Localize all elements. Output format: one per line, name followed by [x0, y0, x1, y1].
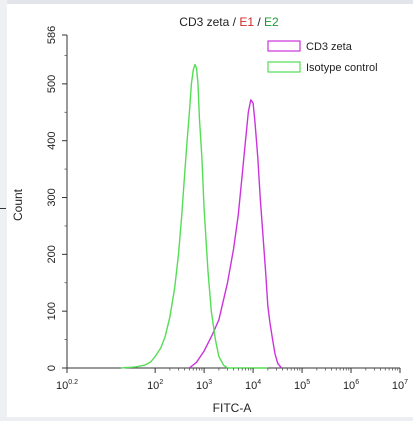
x-tick-exponent: 4: [257, 379, 261, 386]
x-tick-base: 10: [392, 380, 404, 392]
x-ticks: 100.2 102 103 104 105 106 107: [56, 368, 408, 392]
title-part: /: [229, 15, 239, 29]
y-axis-label: Count: [11, 188, 25, 221]
y-tick-label: 300: [46, 188, 58, 206]
x-tick-exponent: 3: [208, 379, 212, 386]
title-part: E1: [239, 15, 254, 29]
top-border: [0, 0, 413, 4]
legend-swatch: [267, 40, 301, 52]
y-ticks: 0 100 200 300 400 500 586: [46, 26, 67, 371]
x-tick-exponent: 6: [355, 379, 359, 386]
y-tick-label: 100: [46, 302, 58, 320]
x-tick-label: 103: [196, 379, 212, 392]
bottom-border: [0, 417, 413, 421]
x-tick-exponent: 7: [404, 379, 408, 386]
series-line-cd3-zeta: [188, 99, 283, 369]
x-tick-label: 104: [245, 379, 261, 392]
x-tick-base: 10: [343, 380, 355, 392]
x-tick-base: 10: [294, 380, 306, 392]
x-tick-label: 100.2: [56, 379, 78, 392]
x-tick-label: 106: [343, 379, 359, 392]
plot-area: [66, 35, 400, 369]
left-border: [0, 0, 7, 421]
x-tick-base: 10: [147, 380, 159, 392]
x-tick-exponent: 0.2: [68, 379, 78, 386]
x-tick-label: 107: [392, 379, 408, 392]
x-tick-label: 105: [294, 379, 310, 392]
legend-swatch: [267, 61, 301, 73]
series-layer: [120, 63, 283, 369]
title-part: CD3 zeta: [179, 15, 229, 29]
y-tick-label: 200: [46, 245, 58, 263]
series-line-isotype-control: [120, 63, 268, 369]
x-tick-label: 102: [147, 379, 163, 392]
x-tick-exponent: 5: [306, 379, 310, 386]
x-tick-base: 10: [56, 380, 68, 392]
y-tick-label: 586: [46, 26, 58, 44]
x-tick-base: 10: [196, 380, 208, 392]
chart-title: CD3 zeta / E1 / E2: [179, 15, 279, 29]
legend: CD3 zeta Isotype control: [267, 40, 378, 74]
y-tick-label: 500: [46, 75, 58, 93]
legend-label: Isotype control: [306, 62, 378, 74]
x-tick-exponent: 2: [159, 379, 163, 386]
edge-tick-mark: [0, 208, 6, 209]
legend-label: CD3 zeta: [306, 41, 353, 53]
title-part: /: [254, 15, 264, 29]
x-axis-label: FITC-A: [213, 401, 252, 415]
y-tick-label: 400: [46, 132, 58, 150]
y-tick-label: 0: [46, 365, 58, 371]
title-part: E2: [264, 15, 279, 29]
x-tick-base: 10: [245, 380, 257, 392]
